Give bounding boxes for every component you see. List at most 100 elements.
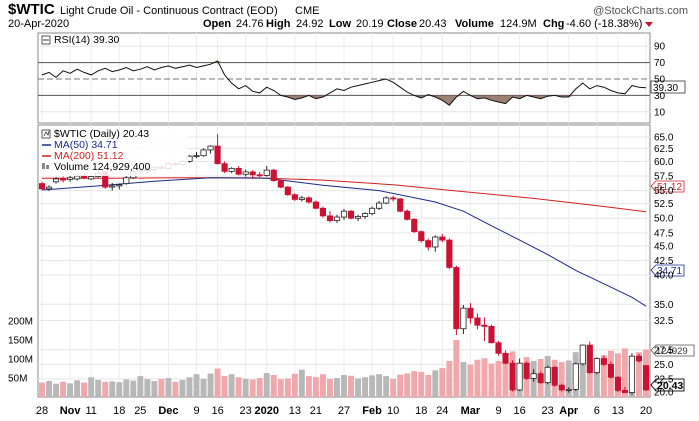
price-tick-label: 27.5: [654, 345, 674, 356]
candle-body: [362, 213, 369, 217]
price-tick-label: 42.5: [654, 256, 674, 267]
ma200-badge: 51.12: [650, 180, 685, 193]
volume-bar: [319, 374, 326, 397]
price-axis-ticks: 65.062.5 60.0 57.5 55.0 52.5 50.0 47.5 45.0 42.5…: [654, 133, 674, 399]
volume-bar: [453, 340, 460, 397]
volume-bar: [291, 373, 298, 397]
low-label: Low: [329, 18, 351, 30]
volume-bar: [221, 376, 228, 397]
candle-body: [45, 186, 53, 190]
volume-bar: [109, 381, 116, 397]
price-tick-label: 52.5: [654, 199, 674, 210]
x-tick-label: 25: [134, 405, 146, 417]
candle-body: [284, 186, 291, 196]
price-tick-label: 20.0: [654, 388, 674, 399]
candle-body: [635, 355, 643, 362]
candle-body: [221, 163, 228, 172]
x-tick-label: 16: [211, 405, 223, 417]
stockcharts-watermark[interactable]: @StockCharts.com: [593, 5, 688, 17]
price-tick-label: 40.0: [654, 271, 674, 282]
volume-bar: [586, 359, 593, 397]
volume-tick-label: 100M: [8, 355, 33, 366]
price-tick-label: 32.5: [654, 316, 674, 327]
x-tick-label: 13: [612, 405, 624, 417]
candle-body: [481, 324, 488, 327]
candle-body: [530, 373, 537, 379]
price-tick-label: 57.5: [654, 171, 674, 182]
svg-text:34.71: 34.71: [657, 266, 682, 277]
candle-body: [228, 167, 235, 172]
volume-bar: [579, 357, 586, 397]
candle-body: [446, 239, 453, 268]
volume-bar: [369, 375, 376, 397]
high-label: High: [266, 18, 291, 30]
price-tick-label: 60.0: [654, 157, 674, 168]
candle-body: [488, 325, 495, 344]
candle-body: [291, 194, 298, 200]
x-tick-label: 10: [387, 405, 399, 417]
candle-body: [509, 362, 516, 391]
candlesticks: [38, 134, 650, 395]
candle-body: [495, 342, 502, 354]
volume-tick-label: 50M: [8, 374, 27, 385]
volume-bar: [341, 374, 347, 397]
volume-bar: [116, 382, 123, 397]
price-tick-label: 35.0: [654, 300, 674, 311]
candle-body: [263, 169, 270, 176]
candle-body: [235, 167, 242, 175]
candle-body: [298, 197, 305, 200]
volume-bar: [144, 379, 151, 397]
candle-body: [60, 178, 67, 181]
x-tick-label: 9: [495, 405, 501, 417]
candle-body: [579, 344, 586, 365]
candle-body: [333, 216, 341, 221]
volume-label: Volume: [455, 18, 494, 30]
candle-body: [628, 355, 636, 393]
x-tick-label: 18: [113, 405, 125, 417]
candle-body: [277, 180, 284, 188]
volume-bar: [446, 360, 453, 397]
candle-body: [642, 365, 650, 391]
volume-bar: [474, 359, 481, 397]
candle-body: [607, 363, 614, 378]
rsi-label: RSI(14) 39.30: [54, 34, 120, 46]
volume-bar: [418, 371, 425, 397]
chg-value: -4.60 (-18.38%): [566, 18, 642, 30]
chg-label: Chg: [543, 18, 564, 30]
volume-bar: [123, 379, 130, 397]
svg-text:20.43: 20.43: [657, 380, 683, 392]
chart-date: 20-Apr-2020: [8, 18, 69, 30]
candle-body: [586, 344, 593, 373]
candle-body: [467, 307, 474, 319]
volume-bar: [53, 383, 59, 397]
volume-bar: [614, 353, 621, 397]
close-value: 20.43: [419, 18, 447, 30]
rsi-current-badge: 39.30: [650, 80, 686, 94]
volume-bar: [193, 374, 200, 397]
candle-body: [558, 384, 565, 391]
volume-bar: [305, 376, 312, 397]
volume-bar: [298, 369, 305, 397]
candle-body: [516, 362, 523, 391]
x-tick-label: 23: [542, 405, 554, 417]
candle-body: [439, 236, 446, 241]
volume-bar: [242, 378, 249, 397]
x-tick-label: 9: [193, 405, 199, 417]
volume-bar: [621, 348, 628, 397]
price-tick-label: 55.0: [654, 186, 674, 197]
candle-body: [537, 373, 544, 384]
svg-text:124929: 124929: [656, 346, 688, 357]
candle-body: [88, 176, 95, 180]
ma50-legend-label: MA(50) 34.71: [54, 139, 118, 151]
volume-bar: [284, 378, 291, 397]
candle-body: [116, 184, 123, 187]
volume-axis-ticks: 200M 150M 100M 50M: [8, 317, 33, 385]
candle-body: [376, 202, 383, 209]
candle-body: [474, 317, 481, 326]
rsi-tick-label: 10: [654, 107, 666, 118]
candle-body: [38, 183, 46, 190]
volume-bar: [411, 371, 418, 397]
price-panel: $WTIC (Daily) 20.43 MA(50) 34.71 MA(200)…: [37, 124, 695, 398]
rsi-oversold-fill: [42, 95, 646, 106]
